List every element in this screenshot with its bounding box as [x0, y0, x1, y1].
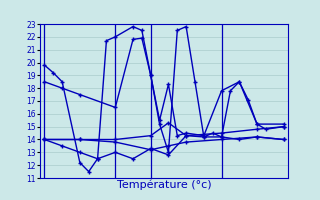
X-axis label: Température (°c): Température (°c) — [117, 179, 211, 190]
